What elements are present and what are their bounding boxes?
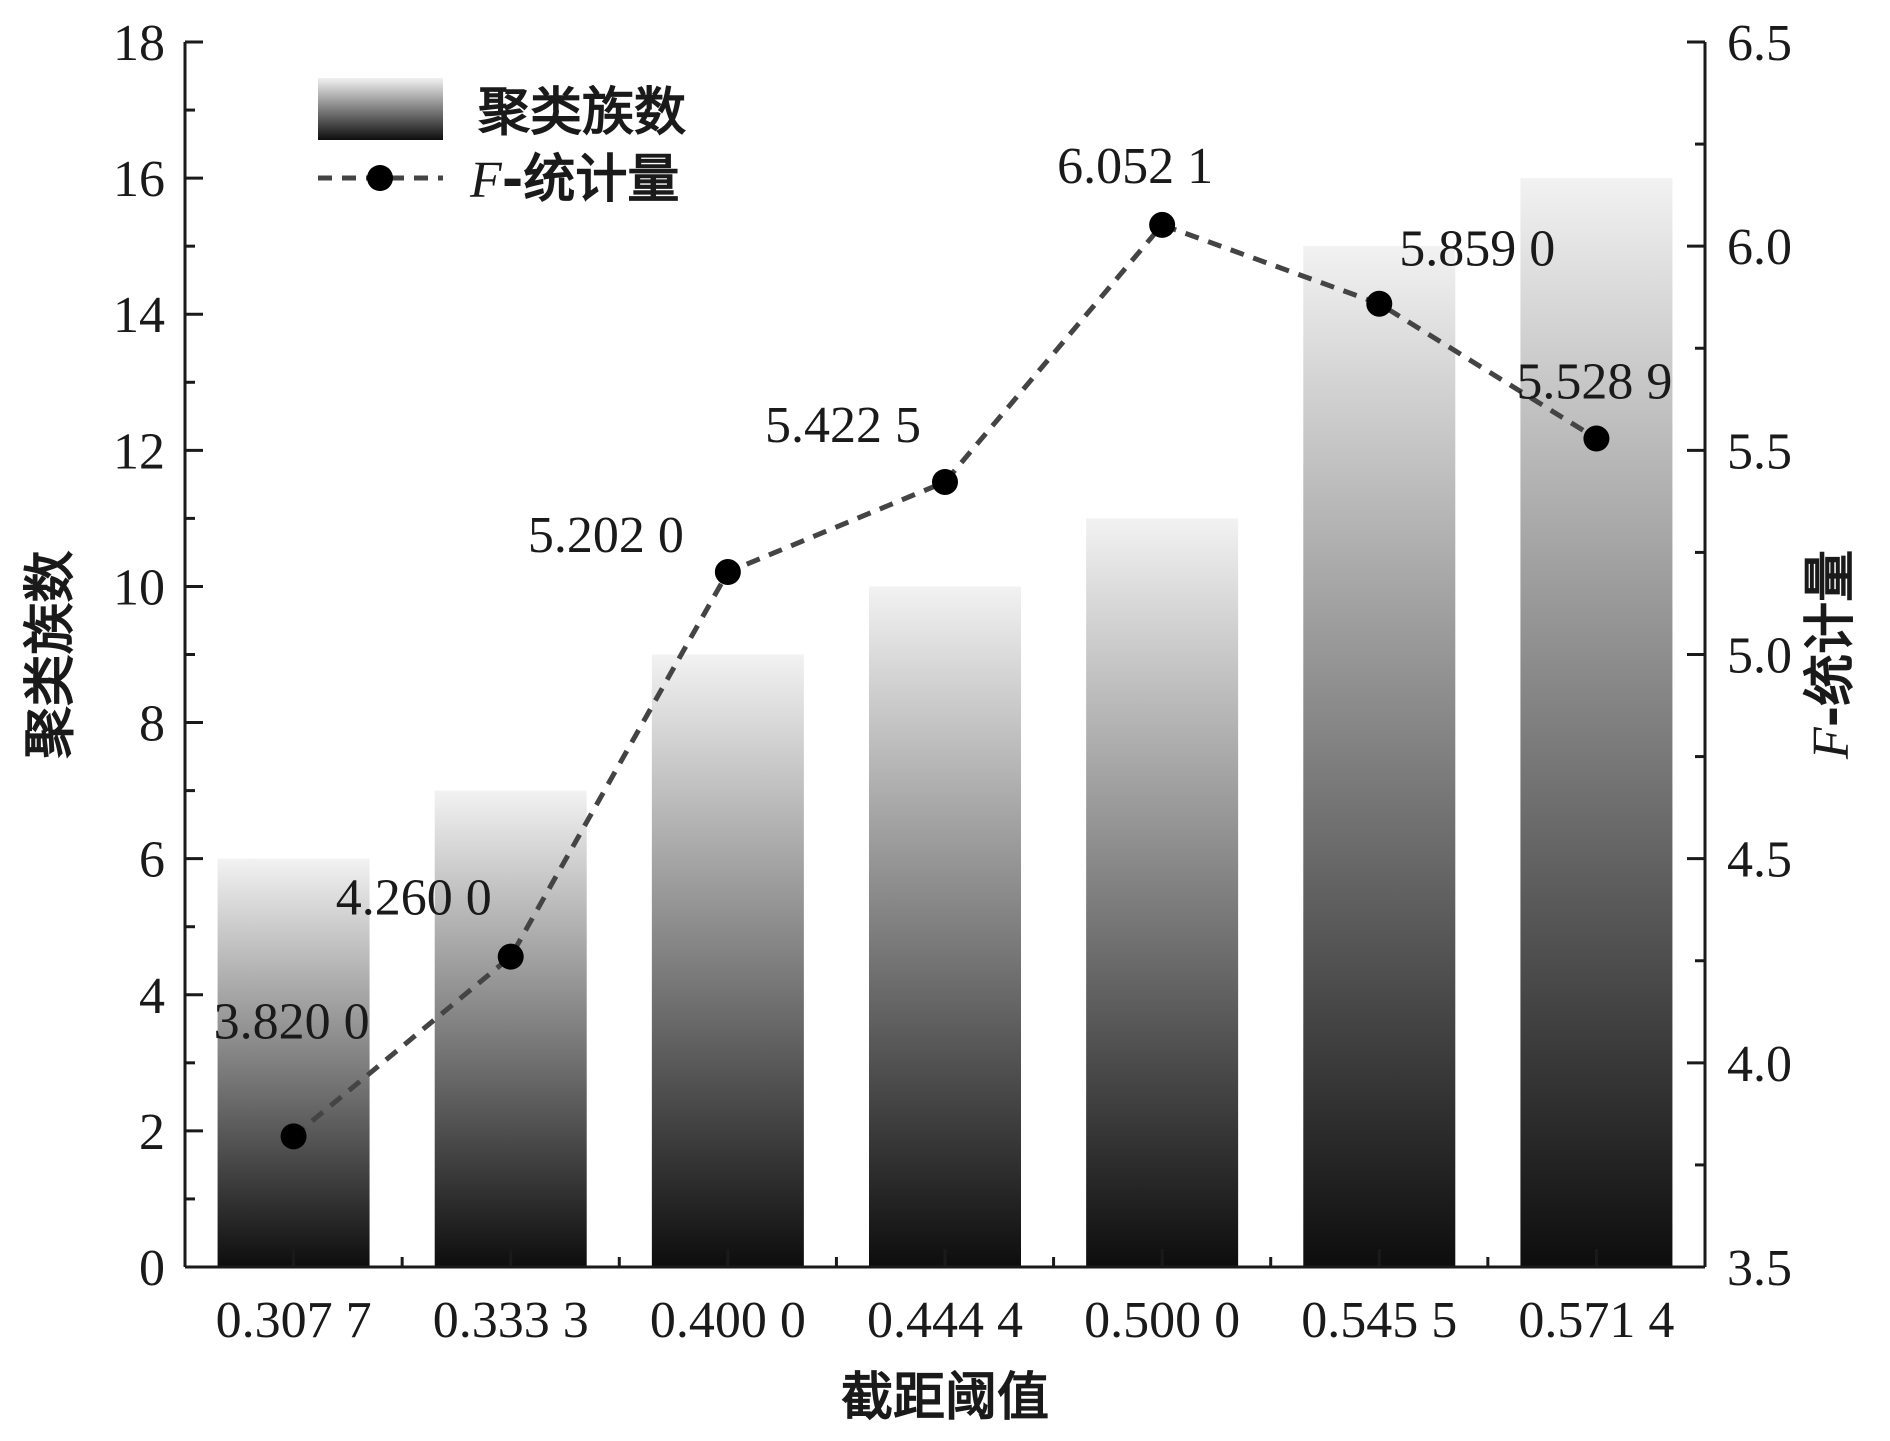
right-y-tick-label: 4.0 [1727,1036,1792,1093]
left-y-tick-label: 4 [139,968,165,1025]
f-statistic-label-2: 5.202 0 [528,507,684,564]
left-y-tick-label: 12 [113,423,165,480]
legend-line-label-italic: F [469,152,503,209]
x-tick-label: 0.333 3 [433,1292,589,1349]
bar-0 [217,858,370,1267]
right-y-tick-label: 5.0 [1727,628,1792,685]
x-tick-label: 0.500 0 [1084,1292,1240,1349]
left-y-tick-label: 2 [139,1104,165,1161]
right-y-axis-title-rest: -统计量 [1801,550,1861,728]
left-y-tick-label: 14 [113,287,165,344]
x-tick-label: 0.571 4 [1518,1292,1674,1349]
legend: 聚类族数 F-统计量 [318,78,686,210]
f-statistic-label-5: 5.859 0 [1399,221,1555,278]
f-statistic-point-1 [497,943,524,970]
f-statistic-point-0 [280,1123,307,1150]
f-statistic-label-0: 3.820 0 [214,993,370,1050]
right-y-tick-label: 6.5 [1727,15,1792,72]
legend-line-label-rest: -统计量 [502,150,680,210]
f-statistic-point-5 [1366,290,1393,317]
x-axis-title: 截距阈值 [841,1368,1049,1428]
legend-line-label: F-统计量 [469,150,679,210]
left-y-tick-label: 18 [113,15,165,72]
bar-4 [1086,518,1239,1267]
left-y-tick-label: 0 [139,1240,165,1297]
bar-3 [869,586,1021,1267]
f-statistic-label-4: 6.052 1 [1057,138,1213,195]
f-statistic-point-2 [714,559,741,586]
legend-bar-swatch [318,78,443,140]
data-labels-layer: 3.820 0 4.260 0 5.202 0 5.422 5 6.052 1 5.859… [214,138,1673,1050]
left-y-axis-title: 聚类族数 [21,550,81,759]
f-statistic-point-6 [1583,425,1610,452]
x-tick-label: 0.307 7 [216,1292,372,1349]
right-y-tick-label: 3.5 [1727,1240,1792,1297]
bar-5 [1303,246,1456,1267]
right-y-axis-title: F-统计量 [1801,550,1861,760]
left-y-tick-label: 8 [139,696,165,753]
x-tick-label: 0.444 4 [867,1292,1023,1349]
bars-layer [217,178,1673,1268]
right-y-tick-label: 5.5 [1727,423,1792,480]
x-tick-label: 0.545 5 [1301,1292,1457,1349]
left-y-tick-label: 6 [139,832,165,889]
bar-6 [1520,178,1673,1268]
right-y-tick-label: 4.5 [1727,832,1792,889]
axes-layer: 0 2 4 6 8 10 12 14 16 18 3.5 4.0 4.5 5.0 5.5 6.0 6.5 0.30… [113,15,1792,1349]
bar-2 [651,654,804,1267]
f-statistic-label-3: 5.422 5 [765,397,921,454]
right-y-axis-title-italic: F [1803,726,1860,760]
left-y-tick-label: 16 [113,151,165,208]
bar-1 [434,790,587,1267]
f-statistic-line-layer [280,211,1610,1150]
x-tick-label: 0.400 0 [650,1292,806,1349]
right-y-tick-label: 6.0 [1727,219,1792,276]
f-statistic-label-6: 5.528 9 [1516,354,1672,411]
legend-line-marker [367,165,393,191]
left-y-tick-label: 10 [113,559,165,616]
plot-area: 3.820 0 4.260 0 5.202 0 5.422 5 6.052 1 5.859… [214,138,1673,1268]
f-statistic-point-4 [1149,211,1176,238]
f-statistic-point-3 [932,468,958,495]
f-statistic-label-1: 4.260 0 [336,870,492,927]
legend-bar-label: 聚类族数 [477,83,686,143]
